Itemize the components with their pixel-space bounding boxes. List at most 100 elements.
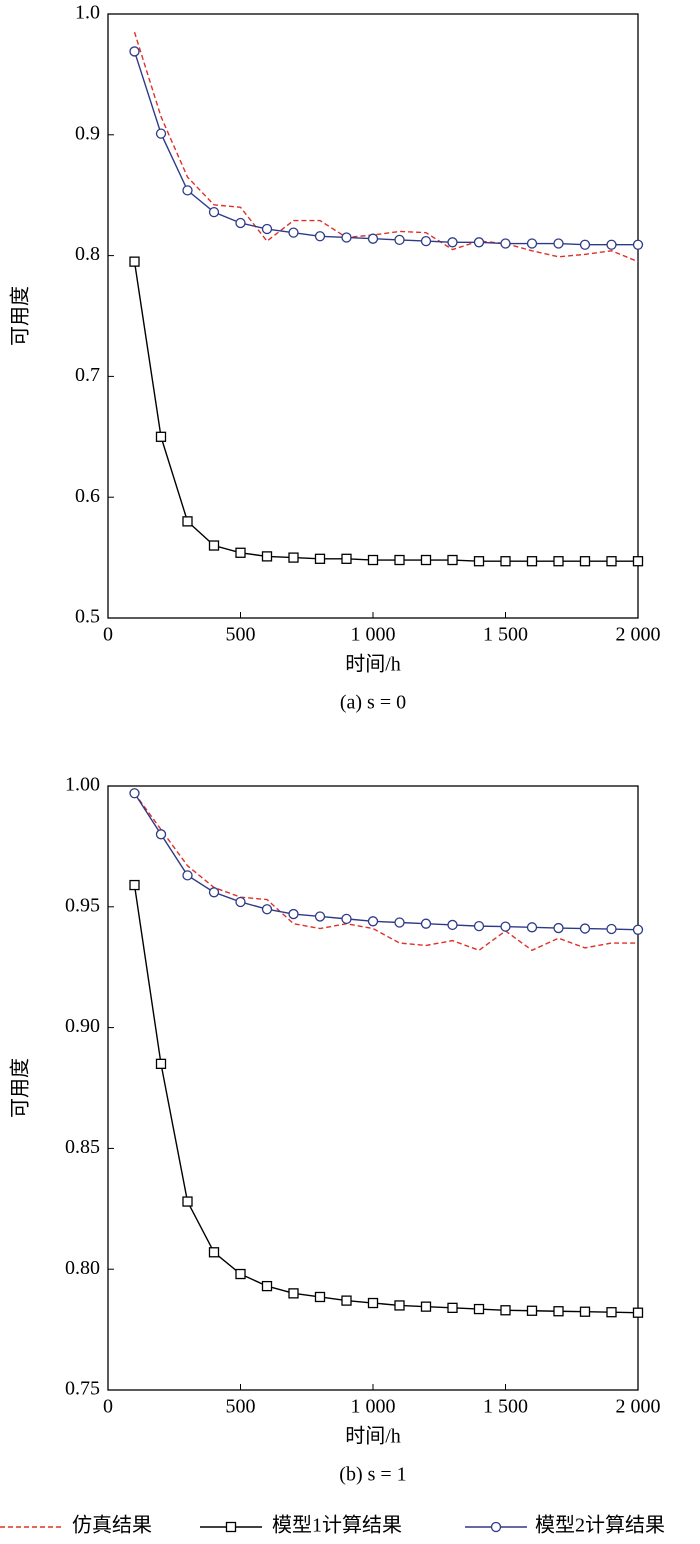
x-tick-label: 1 000 — [351, 1396, 396, 1418]
legend-label: 模型1计算结果 — [272, 1514, 402, 1537]
marker — [235, 1268, 246, 1280]
marker — [288, 908, 299, 920]
legend-marker — [225, 1521, 237, 1533]
y-tick-label: 0.9 — [75, 122, 100, 144]
caption: (a) s = 0 — [340, 692, 406, 714]
marker — [341, 553, 352, 564]
marker — [155, 128, 167, 139]
y-tick-label: 0.90 — [65, 1015, 100, 1037]
x-tick-label: 2 000 — [616, 1396, 661, 1418]
y-tick-label: 1.0 — [75, 2, 100, 24]
marker — [288, 227, 299, 238]
y-tick-label: 0.85 — [65, 1136, 100, 1158]
x-tick-label: 1 500 — [483, 624, 528, 646]
marker — [314, 553, 326, 564]
marker — [341, 913, 352, 925]
series-line — [133, 51, 638, 246]
marker — [473, 237, 485, 248]
marker — [606, 239, 617, 250]
marker — [606, 923, 617, 935]
marker — [155, 829, 167, 840]
plot-frame — [107, 13, 639, 619]
y-axis-label: 可用度 — [9, 1058, 32, 1118]
x-tick-label: 500 — [226, 1396, 256, 1418]
marker — [632, 239, 644, 250]
marker — [579, 556, 591, 567]
marker — [182, 185, 193, 196]
marker — [341, 232, 352, 243]
marker — [182, 870, 193, 881]
caption: (b) s = 1 — [339, 1464, 406, 1486]
marker — [473, 1303, 485, 1315]
legend-label: 仿真结果 — [72, 1514, 152, 1537]
marker — [288, 552, 299, 563]
marker — [288, 1288, 299, 1299]
marker — [129, 46, 140, 57]
marker — [314, 1291, 326, 1303]
marker — [394, 234, 405, 246]
marker — [420, 235, 432, 247]
marker — [394, 1300, 405, 1311]
marker — [208, 540, 220, 551]
y-tick-label: 0.80 — [65, 1257, 100, 1279]
marker — [367, 233, 379, 244]
x-axis-label: 时间/h — [345, 653, 401, 676]
y-tick-label: 0.95 — [65, 894, 100, 916]
marker — [447, 554, 458, 566]
legend-marker — [490, 1521, 502, 1533]
marker — [208, 206, 220, 218]
y-tick-label: 0.6 — [75, 485, 100, 507]
marker — [367, 1297, 379, 1309]
series-line — [133, 792, 639, 931]
marker — [314, 911, 326, 922]
marker — [447, 919, 458, 931]
marker — [367, 916, 379, 927]
marker — [473, 920, 485, 932]
x-tick-label: 1 000 — [351, 624, 396, 646]
marker — [553, 922, 564, 934]
marker — [500, 1305, 511, 1316]
marker — [526, 556, 538, 567]
marker — [500, 921, 511, 932]
x-tick-label: 500 — [226, 624, 256, 646]
y-tick-label: 0.7 — [75, 364, 100, 386]
marker — [182, 516, 193, 527]
marker — [526, 1305, 538, 1316]
marker — [500, 556, 511, 567]
marker — [394, 917, 405, 928]
marker — [261, 1280, 273, 1292]
marker — [606, 1307, 617, 1318]
marker — [314, 231, 326, 242]
marker — [632, 924, 644, 935]
marker — [420, 918, 432, 929]
marker — [632, 1307, 644, 1318]
marker — [394, 554, 405, 566]
marker — [261, 223, 273, 235]
marker — [526, 238, 538, 249]
marker — [208, 1247, 220, 1258]
marker — [579, 923, 591, 934]
x-axis-label: 时间/h — [345, 1425, 401, 1448]
x-tick-label: 1 500 — [483, 1396, 528, 1418]
marker — [235, 896, 246, 908]
y-tick-label: 0.5 — [75, 606, 100, 628]
marker — [208, 887, 220, 898]
marker — [129, 879, 140, 891]
marker — [235, 217, 246, 229]
legend-label: 模型2计算结果 — [535, 1514, 665, 1537]
y-tick-label: 0.8 — [75, 243, 100, 265]
x-tick-label: 0 — [103, 1396, 113, 1418]
marker — [129, 256, 140, 267]
marker — [341, 1295, 352, 1306]
y-axis-label: 可用度 — [9, 286, 32, 346]
marker — [606, 556, 617, 567]
marker — [129, 788, 140, 799]
marker — [235, 547, 246, 558]
marker — [367, 554, 379, 566]
marker — [500, 238, 511, 249]
marker — [526, 922, 538, 933]
x-tick-label: 0 — [103, 624, 113, 646]
marker — [579, 239, 591, 250]
marker — [632, 556, 644, 567]
